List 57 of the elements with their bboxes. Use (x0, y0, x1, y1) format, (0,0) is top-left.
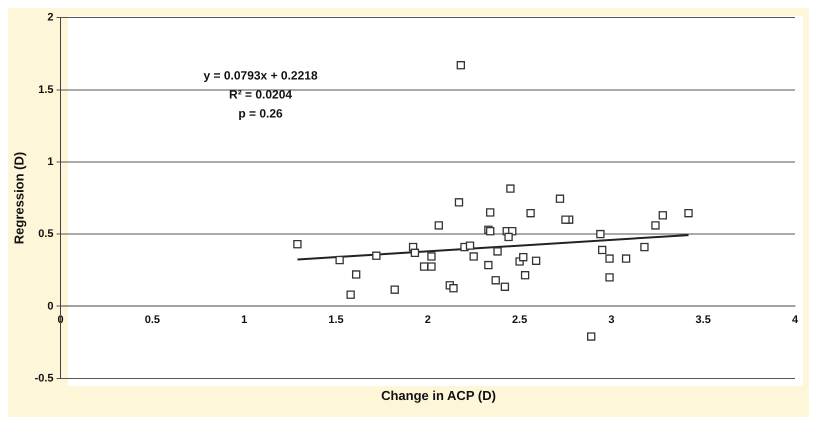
point (469, 252, 478, 261)
point (506, 184, 515, 193)
point (456, 61, 466, 70)
point (561, 215, 570, 224)
point (519, 252, 528, 262)
point (410, 248, 420, 258)
point (484, 260, 493, 270)
point (587, 332, 596, 341)
x-tick-label: 2.5 (512, 314, 528, 326)
point (449, 284, 458, 292)
point (293, 240, 302, 248)
x-tick-label: 2 (424, 314, 431, 326)
point (596, 230, 605, 238)
x-axis-title: Change in ACP (D) (380, 388, 497, 403)
point (492, 276, 500, 284)
point (372, 252, 381, 260)
annotation: y = 0.0793x + 0.2218 (204, 68, 318, 83)
point (346, 290, 355, 299)
point (427, 252, 436, 261)
y-tick-label: 0 (47, 300, 54, 312)
x-tick-label: 0.5 (144, 314, 160, 326)
point (493, 247, 502, 256)
point (520, 271, 530, 280)
x-tick-label: 1.5 (328, 314, 344, 326)
point (390, 285, 399, 294)
point (504, 232, 513, 242)
point (556, 194, 564, 203)
point (532, 256, 540, 265)
point (651, 221, 660, 230)
point (640, 242, 649, 252)
point (500, 282, 510, 291)
point (454, 198, 464, 207)
point (466, 241, 474, 250)
x-tick-label: 4 (792, 314, 799, 326)
y-tick-label: 1 (47, 156, 54, 168)
point (605, 254, 614, 263)
x-tick-label: 3.5 (696, 314, 711, 326)
point (622, 254, 630, 263)
y-tick-label: 1.5 (38, 84, 54, 96)
y-tick-label: 2 (47, 12, 54, 24)
point (658, 211, 667, 220)
y-axis-title: Regression (D) (11, 152, 26, 244)
point (427, 262, 436, 271)
point (605, 273, 614, 282)
point (434, 221, 443, 230)
x-tick-label: 3 (608, 314, 614, 326)
y-tick-label: -0.5 (34, 372, 54, 384)
point (352, 270, 360, 279)
y-tick-label: 0.5 (38, 228, 54, 240)
point (486, 208, 494, 217)
point (335, 256, 344, 264)
annotation: R² = 0.0204 (229, 88, 292, 102)
annotation: p = 0.26 (238, 106, 284, 121)
point (684, 208, 693, 218)
x-tick-label: 1 (241, 314, 248, 326)
point (598, 246, 606, 254)
point (526, 208, 535, 218)
